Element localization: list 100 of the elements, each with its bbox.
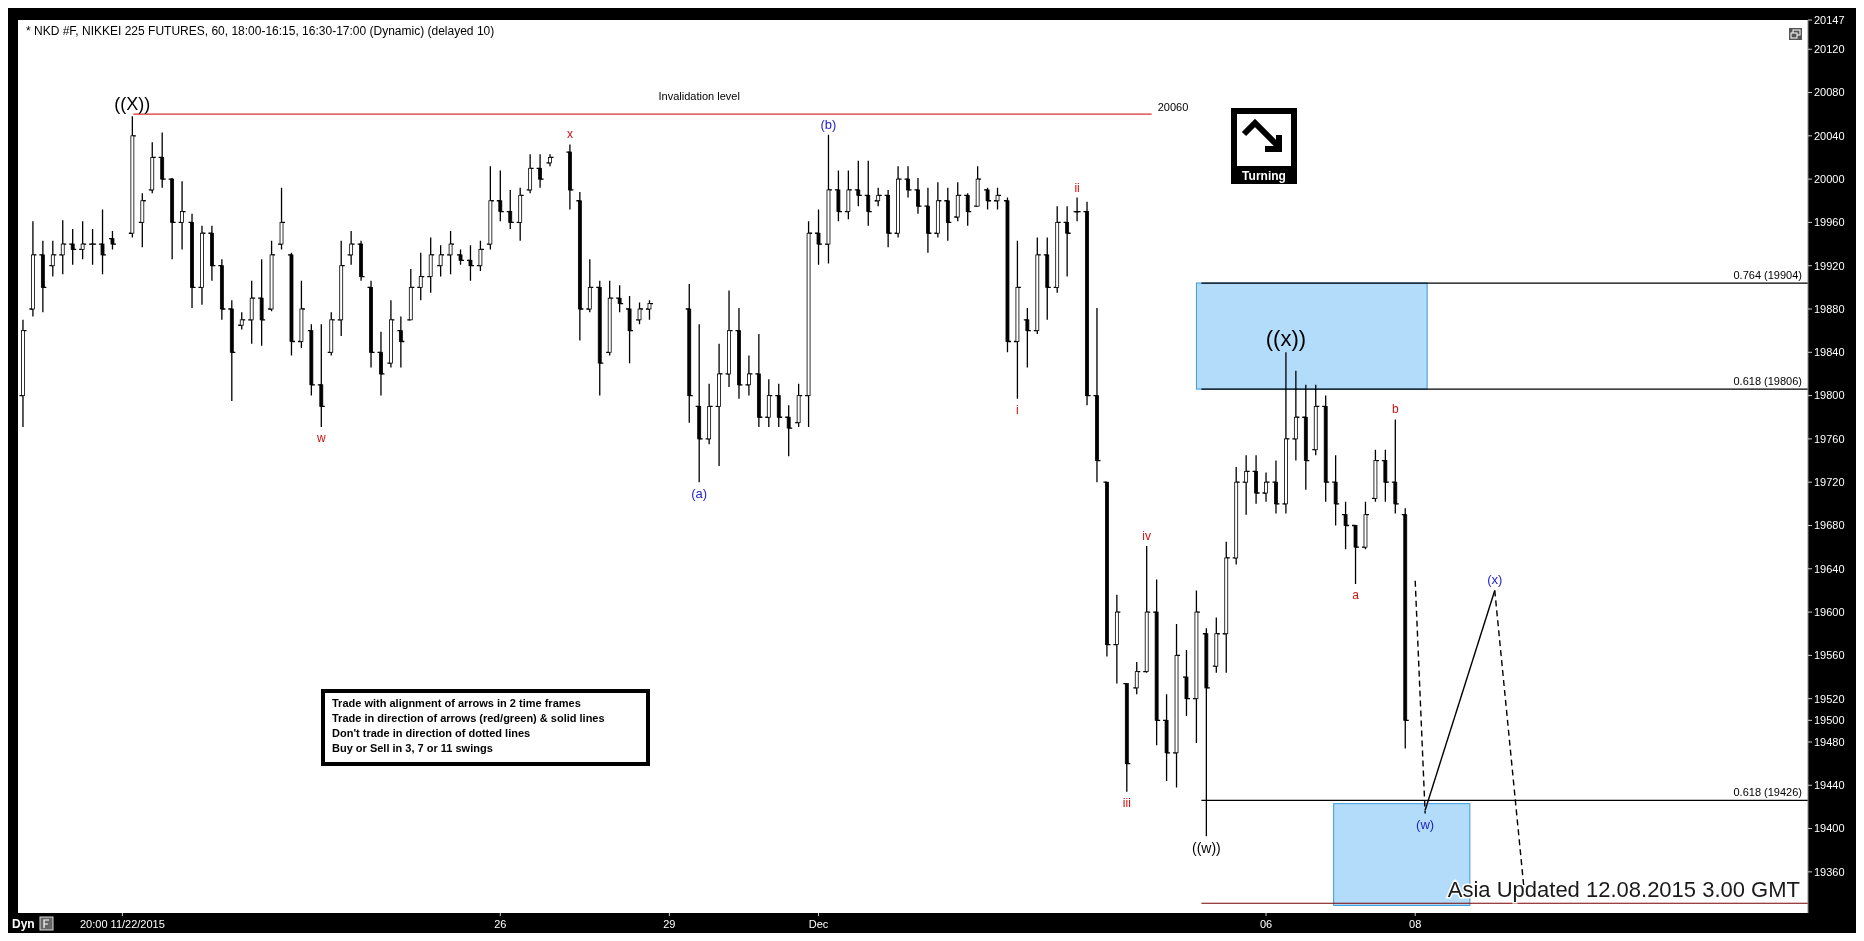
candlestick [697,323,702,483]
y-tick-label: 19760 [1814,432,1845,445]
annotation: ((x)) [1265,326,1307,352]
candlestick [846,169,851,220]
candlestick [1403,507,1408,750]
candlestick [1055,205,1060,294]
candlestick [299,280,304,349]
candlestick [150,141,155,194]
annotation: iii [1122,795,1131,810]
candlestick [478,240,483,272]
candlestick [1224,541,1229,674]
candlestick [965,192,970,227]
candlestick [60,219,65,276]
candlestick [50,240,55,278]
x-tick-label: 29 [663,918,676,930]
candlestick [1353,524,1358,585]
candlestick [1194,589,1199,744]
candlestick [876,187,881,207]
y-tick-label: 19680 [1814,519,1845,532]
candlestick [856,160,861,207]
ref-line-label: 0.618 (19426) [1733,786,1802,799]
annotation: Turning [1242,169,1286,183]
candlestick [418,252,423,301]
candlestick [1383,449,1388,503]
candlestick [597,280,602,397]
text: Dyn [12,917,35,931]
annotation: i [1016,402,1019,417]
annotation: a [1352,587,1360,602]
candlestick [279,187,284,251]
candlestick [408,268,413,321]
candlestick [866,160,871,227]
y-tick-label: 19560 [1814,649,1845,662]
candlestick [647,299,652,321]
candlestick [687,283,692,424]
annotation: ((w)) [1191,840,1221,857]
y-tick-label: 19400 [1814,822,1845,835]
candlestick [229,299,234,402]
annotation: (x) [1487,572,1503,588]
candlestick [1035,236,1040,335]
annotation: Trade with alignment of arrows in 2 time frames [332,697,581,709]
ref-line-label: 0.764 (19904) [1733,269,1802,282]
annotation: (b) [820,116,837,132]
candlestick [1174,623,1179,789]
candlestick [259,258,264,347]
candlestick [1184,649,1189,717]
candlestick [319,323,324,428]
y-tick-label: 19600 [1814,605,1845,618]
candlestick [945,187,950,242]
candlestick [1164,693,1169,782]
annotation: w [315,430,326,445]
annotation: Asia Updated 12.08.2015 3.00 GMT [1447,877,1800,902]
y-tick-label: 20120 [1814,43,1845,56]
x-tick-label: 20:00 11/22/2015 [80,918,165,930]
candlestick [428,236,433,294]
candlestick [836,169,841,222]
annotation: Buy or Sell in 3, 7 or 11 swings [332,742,493,754]
candlestick [955,181,960,222]
candlestick [826,134,831,265]
candlestick [1323,394,1328,503]
y-tick-label: 19440 [1814,779,1845,792]
y-tick-label: 20040 [1814,129,1845,142]
candlestick [796,383,801,428]
annotation: x [566,127,573,142]
candlestick [498,169,503,222]
x-tick-label: 26 [494,918,507,930]
annotation: b [1391,402,1399,417]
candlestick [448,230,453,276]
candlestick [806,220,811,428]
candlestick [458,248,463,266]
candlestick [1373,449,1378,503]
candlestick [339,240,344,337]
candlestick [627,295,632,364]
candlestick [786,404,791,457]
candlestick [607,280,612,357]
candlestick [1214,616,1219,674]
y-tick-label: 19720 [1814,476,1845,489]
y-tick-label: 19880 [1814,302,1845,315]
candlestick [160,131,165,189]
candlestick [249,280,254,345]
candlestick [438,244,443,278]
annotation: Invalidation level [658,90,740,103]
candlestick [1005,196,1010,353]
annotation: ((X)) [114,94,151,115]
candlestick [329,311,334,357]
candlestick [1333,454,1338,527]
candlestick [508,189,513,230]
candlestick [1343,501,1348,550]
y-tick-label: 20147 [1814,13,1845,26]
annotation: (w) [1416,817,1435,833]
candlestick [975,165,980,207]
y-tick-label: 19640 [1814,562,1845,575]
x-tick-label: Dec [808,918,829,930]
y-tick-label: 19920 [1814,259,1845,272]
candlestick [468,244,473,282]
annotation: ii [1074,180,1080,195]
annotation: Don't trade in direction of dotted lines [332,727,531,739]
candlestick [995,187,1000,211]
candlestick [1154,578,1159,746]
candlestick [518,187,523,242]
ref-line-label: 20060 [1157,101,1189,114]
